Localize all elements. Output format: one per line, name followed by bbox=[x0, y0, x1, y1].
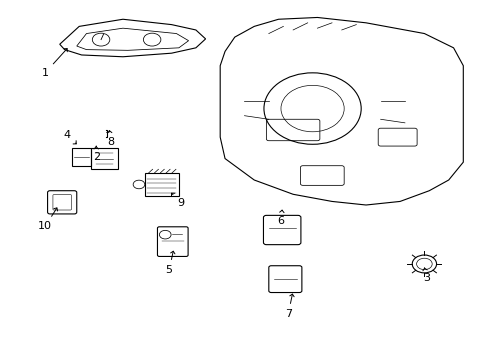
Text: 6: 6 bbox=[277, 210, 284, 226]
Text: 7: 7 bbox=[284, 294, 293, 319]
Text: 3: 3 bbox=[422, 268, 429, 283]
Text: 1: 1 bbox=[41, 49, 67, 78]
Text: 2: 2 bbox=[92, 146, 100, 162]
Text: 10: 10 bbox=[38, 208, 58, 231]
Text: 8: 8 bbox=[107, 131, 114, 148]
Text: 9: 9 bbox=[171, 193, 184, 208]
Text: 4: 4 bbox=[63, 130, 76, 144]
Text: 5: 5 bbox=[165, 251, 175, 275]
